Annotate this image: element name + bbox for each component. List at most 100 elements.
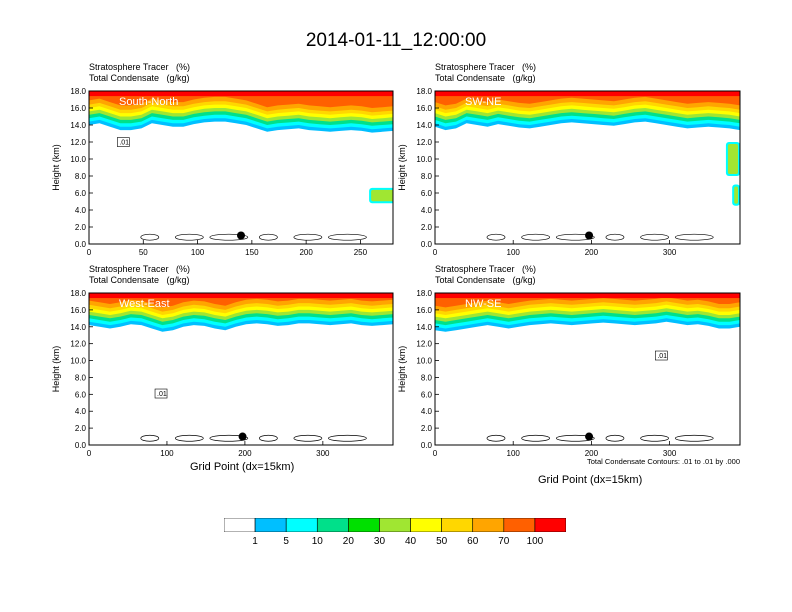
y-tick-label: 18.0 [416,289,432,298]
left-string-tracer: Stratosphere Tracer (%) [89,62,191,72]
y-tick-label: 0.0 [421,240,433,249]
y-tick-label: 10.0 [416,155,432,164]
y-tick-label: 0.0 [421,441,433,450]
y-axis-title: Height (km) [51,144,61,191]
panel-label: West-East [119,298,170,310]
contour-label: .01 [157,391,167,398]
condensate-contour [555,233,595,241]
left-string-condensate: Total Condensate (g/kg) [435,73,536,83]
y-tick-label: 2.0 [75,223,87,232]
condensate-contour [174,233,204,241]
colorbar-label: 5 [283,536,289,547]
colorbar-swatch [472,518,505,532]
y-tick-label: 4.0 [75,407,87,416]
colorbar-swatch [316,518,349,532]
y-tick-label: 10.0 [416,357,432,366]
y-tick-label: 18.0 [70,87,86,96]
y-tick-label: 12.0 [416,138,432,147]
y-axis-title: Height (km) [51,346,61,393]
left-string-tracer: Stratosphere Tracer (%) [435,62,537,72]
colorbar-label: 30 [373,536,386,547]
plot-area [435,91,740,244]
colorbar-swatch [285,518,318,532]
y-tick-label: 0.0 [75,441,87,450]
y-tick-label: 8.0 [75,373,87,382]
left-string-condensate: Total Condensate (g/kg) [89,73,190,83]
condensate-contour [521,233,551,241]
condensate-contour [640,434,669,442]
condensate-contour [555,434,595,442]
colorbar-swatch [503,518,536,532]
x-tick-label: 0 [433,248,438,257]
tracer-top-layer [89,293,393,299]
x-tick-label: 100 [507,248,521,257]
location-marker [585,432,594,441]
condensate-contour [486,233,506,241]
y-axis-title: Height (km) [397,144,407,191]
panel-header-south-north: Stratosphere Tracer (%) Total Condensate… [89,62,190,84]
tracer-top-layer [435,293,740,299]
y-tick-label: 4.0 [75,206,87,215]
y-tick-label: 16.0 [416,104,432,113]
contour-label-box [154,388,168,399]
y-tick-label: 6.0 [421,189,433,198]
y-tick-label: 8.0 [75,172,87,181]
left-string-condensate: Total Condensate (g/kg) [89,275,190,285]
y-tick-label: 14.0 [70,121,86,130]
panel-header-sw-ne: Stratosphere Tracer (%) Total Condensate… [435,62,536,84]
condensate-contour [140,434,160,442]
condensate-contour [293,434,323,442]
tracer-top-layer [435,91,740,97]
y-tick-label: 2.0 [75,424,87,433]
plot-area [435,293,740,445]
y-tick-label: 2.0 [421,424,433,433]
condensate-contour [674,434,714,442]
x-tick-label: 300 [663,248,677,257]
x-axis-title-left: Grid Point (dx=15km) [190,461,295,473]
tracer-top-layer [89,91,393,97]
condensate-contour [605,233,625,241]
panel-header-nw-se: Stratosphere Tracer (%) Total Condensate… [435,264,536,286]
contour-label-box [655,350,668,361]
condensate-contour [209,434,249,442]
colorbar-swatch [441,518,474,532]
panel-label: NW-SE [465,298,501,310]
x-axis-title-right: Grid Point (dx=15km) [538,474,643,486]
plot-frame [434,90,741,245]
colorbar-swatch [410,518,442,532]
plot-area [89,293,393,445]
condensate-contour [486,434,506,442]
y-tick-label: 14.0 [416,323,432,332]
y-tick-label: 6.0 [75,189,87,198]
y-tick-label: 12.0 [416,340,432,349]
y-tick-label: 4.0 [421,206,433,215]
contour-label: .01 [657,353,667,360]
x-tick-label: 50 [139,248,148,257]
colorbar-swatch [224,518,256,532]
colorbar-label: 60 [467,536,479,547]
y-tick-label: 16.0 [70,306,86,315]
x-tick-label: 300 [663,449,677,458]
y-tick-label: 12.0 [70,138,86,147]
colorbar-label: 20 [342,536,354,547]
plot-frame [88,90,394,245]
y-axis-title: Height (km) [397,346,407,393]
y-tick-label: 16.0 [416,306,432,315]
y-tick-label: 6.0 [75,390,87,399]
tracer-intrusion-core [727,144,738,174]
condensate-contour [140,233,160,241]
x-tick-label: 200 [585,248,599,257]
condensate-contour [521,434,551,442]
x-tick-label: 0 [433,449,438,458]
colorbar-swatch [348,518,380,532]
y-tick-label: 14.0 [70,323,86,332]
location-marker [237,231,245,240]
location-marker [585,231,594,240]
y-tick-label: 18.0 [416,87,432,96]
colorbar-label: 100 [526,536,544,547]
panel-label: SW-NE [465,96,501,108]
colorbar-swatch [379,518,411,532]
y-tick-label: 10.0 [70,357,86,366]
